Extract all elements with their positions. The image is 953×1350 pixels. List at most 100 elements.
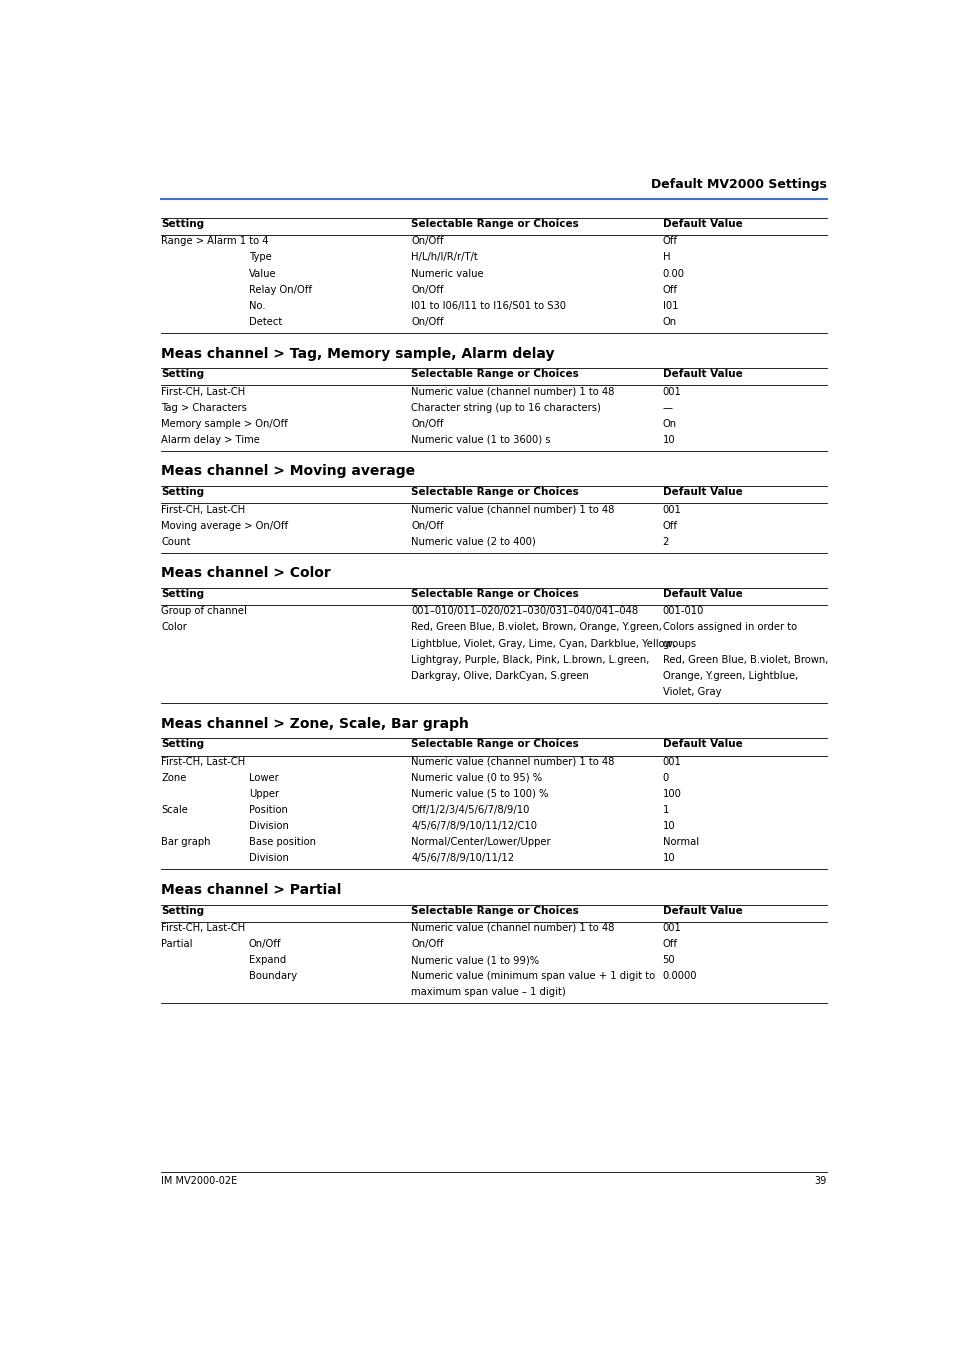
- Text: Position: Position: [249, 805, 287, 815]
- Text: Numeric value (channel number) 1 to 48: Numeric value (channel number) 1 to 48: [411, 505, 614, 514]
- Text: First-CH, Last-CH: First-CH, Last-CH: [161, 923, 245, 933]
- Text: Setting: Setting: [161, 906, 204, 915]
- Text: On/Off: On/Off: [249, 940, 281, 949]
- Text: On/Off: On/Off: [411, 521, 443, 531]
- Text: Default Value: Default Value: [662, 740, 741, 749]
- Text: On/Off: On/Off: [411, 317, 443, 327]
- Text: Setting: Setting: [161, 740, 204, 749]
- Text: Numeric value (channel number) 1 to 48: Numeric value (channel number) 1 to 48: [411, 386, 614, 397]
- Text: Lightblue, Violet, Gray, Lime, Cyan, Darkblue, Yellow,: Lightblue, Violet, Gray, Lime, Cyan, Dar…: [411, 639, 676, 648]
- Text: Base position: Base position: [249, 837, 315, 848]
- Text: Selectable Range or Choices: Selectable Range or Choices: [411, 740, 578, 749]
- Text: 100: 100: [662, 788, 680, 799]
- Text: Expand: Expand: [249, 956, 286, 965]
- Text: 10: 10: [662, 435, 675, 446]
- Text: Upper: Upper: [249, 788, 278, 799]
- Text: Normal: Normal: [662, 837, 698, 848]
- Text: Division: Division: [249, 853, 288, 863]
- Text: On/Off: On/Off: [411, 940, 443, 949]
- Text: Default Value: Default Value: [662, 370, 741, 379]
- Text: Numeric value: Numeric value: [411, 269, 483, 278]
- Text: Detect: Detect: [249, 317, 281, 327]
- Text: 0.0000: 0.0000: [662, 971, 697, 981]
- Text: H/L/h/l/R/r/T/t: H/L/h/l/R/r/T/t: [411, 252, 477, 262]
- Text: I01 to I06/I11 to I16/S01 to S30: I01 to I06/I11 to I16/S01 to S30: [411, 301, 566, 310]
- Text: 001: 001: [662, 386, 680, 397]
- Text: Zone: Zone: [161, 772, 187, 783]
- Text: Selectable Range or Choices: Selectable Range or Choices: [411, 589, 578, 599]
- Text: Darkgray, Olive, DarkCyan, S.green: Darkgray, Olive, DarkCyan, S.green: [411, 671, 589, 680]
- Text: H: H: [662, 252, 669, 262]
- Text: Default Value: Default Value: [662, 589, 741, 599]
- Text: Tag > Characters: Tag > Characters: [161, 402, 247, 413]
- Text: On: On: [662, 418, 676, 429]
- Text: Memory sample > On/Off: Memory sample > On/Off: [161, 418, 288, 429]
- Text: Numeric value (1 to 3600) s: Numeric value (1 to 3600) s: [411, 435, 550, 446]
- Text: Count: Count: [161, 537, 191, 547]
- Text: First-CH, Last-CH: First-CH, Last-CH: [161, 386, 245, 397]
- Text: Meas channel > Moving average: Meas channel > Moving average: [161, 464, 416, 478]
- Text: 50: 50: [662, 956, 675, 965]
- Text: Scale: Scale: [161, 805, 188, 815]
- Text: Group of channel: Group of channel: [161, 606, 247, 617]
- Text: Selectable Range or Choices: Selectable Range or Choices: [411, 906, 578, 915]
- Text: Off: Off: [662, 236, 677, 246]
- Text: Meas channel > Zone, Scale, Bar graph: Meas channel > Zone, Scale, Bar graph: [161, 717, 469, 730]
- Text: Type: Type: [249, 252, 271, 262]
- Text: IM MV2000-02E: IM MV2000-02E: [161, 1176, 237, 1185]
- Text: maximum span value – 1 digit): maximum span value – 1 digit): [411, 987, 565, 998]
- Text: Meas channel > Color: Meas channel > Color: [161, 567, 331, 580]
- Text: Red, Green Blue, B.violet, Brown, Orange, Y.green,: Red, Green Blue, B.violet, Brown, Orange…: [411, 622, 661, 633]
- Text: 4/5/6/7/8/9/10/11/12/C10: 4/5/6/7/8/9/10/11/12/C10: [411, 821, 537, 832]
- Text: Selectable Range or Choices: Selectable Range or Choices: [411, 487, 578, 497]
- Text: Default Value: Default Value: [662, 219, 741, 230]
- Text: Default MV2000 Settings: Default MV2000 Settings: [650, 178, 826, 192]
- Text: 0: 0: [662, 772, 668, 783]
- Text: Value: Value: [249, 269, 276, 278]
- Text: Color: Color: [161, 622, 187, 633]
- Text: 001: 001: [662, 756, 680, 767]
- Text: Numeric value (0 to 95) %: Numeric value (0 to 95) %: [411, 772, 542, 783]
- Text: Numeric value (channel number) 1 to 48: Numeric value (channel number) 1 to 48: [411, 756, 614, 767]
- Text: 10: 10: [662, 853, 675, 863]
- Text: Meas channel > Tag, Memory sample, Alarm delay: Meas channel > Tag, Memory sample, Alarm…: [161, 347, 555, 360]
- Text: 001–010/011–020/021–030/031–040/041–048: 001–010/011–020/021–030/031–040/041–048: [411, 606, 638, 617]
- Text: Off: Off: [662, 285, 677, 294]
- Text: Numeric value (5 to 100) %: Numeric value (5 to 100) %: [411, 788, 548, 799]
- Text: Moving average > On/Off: Moving average > On/Off: [161, 521, 288, 531]
- Text: Orange, Y.green, Lightblue,: Orange, Y.green, Lightblue,: [662, 671, 797, 680]
- Text: Setting: Setting: [161, 370, 204, 379]
- Text: Bar graph: Bar graph: [161, 837, 211, 848]
- Text: 1: 1: [662, 805, 668, 815]
- Text: First-CH, Last-CH: First-CH, Last-CH: [161, 505, 245, 514]
- Text: Off: Off: [662, 940, 677, 949]
- Text: 001: 001: [662, 505, 680, 514]
- Text: groups: groups: [662, 639, 696, 648]
- Text: 39: 39: [814, 1176, 826, 1185]
- Text: Numeric value (1 to 99)%: Numeric value (1 to 99)%: [411, 956, 538, 965]
- Text: 4/5/6/7/8/9/10/11/12: 4/5/6/7/8/9/10/11/12: [411, 853, 514, 863]
- Text: Lightgray, Purple, Black, Pink, L.brown, L.green,: Lightgray, Purple, Black, Pink, L.brown,…: [411, 655, 649, 664]
- Text: Numeric value (2 to 400): Numeric value (2 to 400): [411, 537, 536, 547]
- Text: Default Value: Default Value: [662, 487, 741, 497]
- Text: Normal/Center/Lower/Upper: Normal/Center/Lower/Upper: [411, 837, 550, 848]
- Text: Meas channel > Partial: Meas channel > Partial: [161, 883, 341, 896]
- Text: Partial: Partial: [161, 940, 193, 949]
- Text: 001: 001: [662, 923, 680, 933]
- Text: Default Value: Default Value: [662, 906, 741, 915]
- Text: Alarm delay > Time: Alarm delay > Time: [161, 435, 260, 446]
- Text: Numeric value (channel number) 1 to 48: Numeric value (channel number) 1 to 48: [411, 923, 614, 933]
- Text: 10: 10: [662, 821, 675, 832]
- Text: —: —: [662, 402, 672, 413]
- Text: Selectable Range or Choices: Selectable Range or Choices: [411, 219, 578, 230]
- Text: On/Off: On/Off: [411, 285, 443, 294]
- Text: Setting: Setting: [161, 487, 204, 497]
- Text: Numeric value (minimum span value + 1 digit to: Numeric value (minimum span value + 1 di…: [411, 971, 655, 981]
- Text: 0.00: 0.00: [662, 269, 684, 278]
- Text: On: On: [662, 317, 676, 327]
- Text: 2: 2: [662, 537, 668, 547]
- Text: Range > Alarm 1 to 4: Range > Alarm 1 to 4: [161, 236, 269, 246]
- Text: Violet, Gray: Violet, Gray: [662, 687, 720, 697]
- Text: Colors assigned in order to: Colors assigned in order to: [662, 622, 796, 633]
- Text: Selectable Range or Choices: Selectable Range or Choices: [411, 370, 578, 379]
